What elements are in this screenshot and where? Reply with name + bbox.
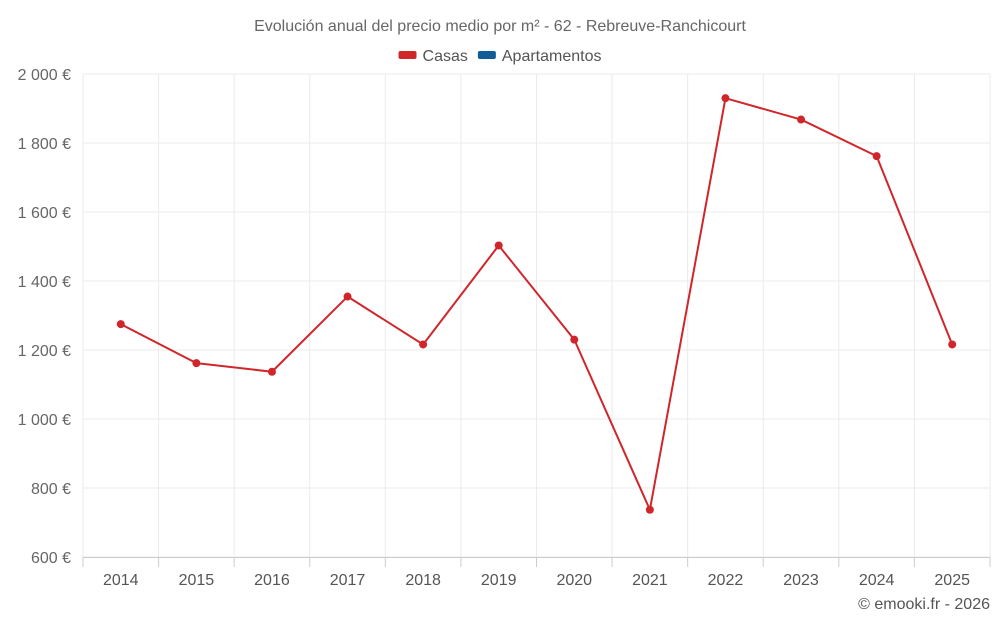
data-point-2020[interactable] — [570, 335, 579, 344]
legend-label: Casas — [423, 48, 468, 65]
x-tick-label: 2022 — [708, 572, 744, 589]
data-point-2023[interactable] — [797, 115, 806, 124]
series-casas[interactable] — [116, 94, 957, 514]
y-tick-label: 1 000 € — [18, 412, 71, 429]
data-point-2015[interactable] — [192, 359, 201, 368]
legend-item-casas[interactable]: Casas — [398, 48, 468, 65]
data-point-2021[interactable] — [645, 505, 654, 514]
y-tick-label: 1 200 € — [18, 343, 71, 360]
y-tick-label: 2 000 € — [18, 67, 71, 84]
x-tick-label: 2019 — [481, 572, 517, 589]
data-point-2025[interactable] — [948, 340, 957, 349]
data-point-2016[interactable] — [267, 367, 276, 376]
x-tick-label: 2015 — [179, 572, 215, 589]
grid — [82, 73, 991, 558]
x-axis: 2014 2015 2016 2017 2018 2019 2020 2021 2022 2023… — [82, 557, 991, 589]
y-tick-label: 800 € — [31, 481, 71, 498]
data-point-2019[interactable] — [494, 241, 503, 250]
data-point-2017[interactable] — [343, 292, 352, 301]
y-tick-label: 600 € — [31, 550, 71, 567]
x-tick-label: 2014 — [103, 572, 139, 589]
y-axis: 600 € 800 € 1 000 € 1 200 € 1 400 € 1 600 € 1 … — [18, 67, 71, 567]
legend-swatch — [477, 51, 496, 59]
data-point-2024[interactable] — [872, 152, 881, 161]
data-point-2022[interactable] — [721, 94, 730, 103]
series-line[interactable] — [120, 97, 954, 511]
series-layer — [116, 94, 957, 514]
x-tick-label: 2021 — [632, 572, 668, 589]
x-tick-label: 2025 — [934, 572, 970, 589]
credit-text[interactable]: © emooki.fr - 2026 — [858, 596, 990, 613]
legend-label: Apartamentos — [502, 48, 602, 65]
data-point-2018[interactable] — [419, 340, 428, 349]
x-tick-label: 2023 — [783, 572, 819, 589]
chart-title: Evolución anual del precio medio por m² … — [254, 18, 746, 35]
x-tick-label: 2018 — [405, 572, 441, 589]
x-tick-label: 2017 — [330, 572, 366, 589]
x-tick-label: 2024 — [859, 572, 895, 589]
y-tick-label: 1 400 € — [18, 274, 71, 291]
y-tick-label: 1 600 € — [18, 205, 71, 222]
x-tick-label: 2016 — [254, 572, 290, 589]
legend-swatch — [398, 51, 417, 59]
data-point-2014[interactable] — [116, 320, 125, 329]
legend[interactable]: Casas Apartamentos — [398, 48, 602, 65]
x-tick-label: 2020 — [556, 572, 592, 589]
legend-item-apartamentos[interactable]: Apartamentos — [477, 48, 602, 65]
y-tick-label: 1 800 € — [18, 136, 71, 153]
